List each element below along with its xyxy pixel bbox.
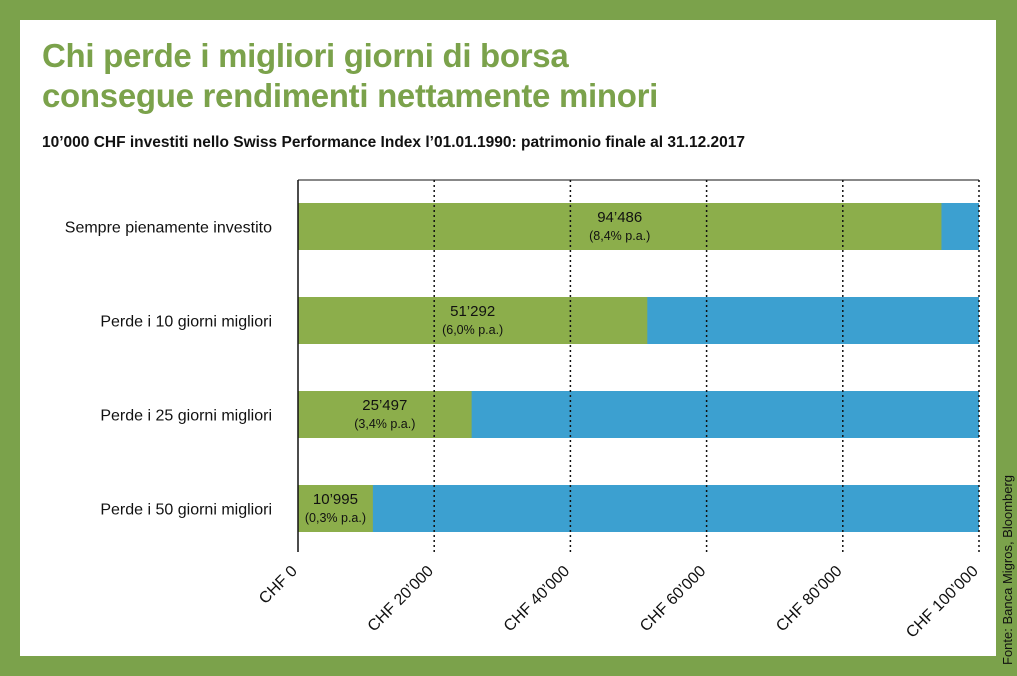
x-tick-label: CHF 20’000	[365, 563, 437, 635]
rate-label: (6,0% p.a.)	[442, 323, 503, 337]
data-label: 25’497	[362, 397, 407, 414]
chart-title-line-2: consegue rendimenti nettamente minori	[42, 77, 659, 114]
x-tick-label: CHF 0	[256, 563, 301, 608]
category-label: Perde i 25 giorni migliori	[100, 408, 272, 425]
chart-title: Chi perde i migliori giorni di borsa con…	[42, 36, 658, 116]
category-label: Perde i 10 giorni migliori	[100, 314, 272, 331]
data-label: 94’486	[597, 209, 642, 226]
rate-label: (0,3% p.a.)	[305, 511, 366, 525]
x-tick-label: CHF 60’000	[637, 563, 709, 635]
data-label: 51’292	[450, 303, 495, 320]
rate-label: (8,4% p.a.)	[589, 229, 650, 243]
x-tick-label: CHF 100’000	[903, 563, 982, 642]
bar	[298, 203, 942, 250]
bar	[298, 297, 648, 344]
bar-remainder	[298, 485, 979, 532]
rate-label: (3,4% p.a.)	[354, 417, 415, 431]
bar	[298, 391, 472, 438]
chart-subtitle: 10’000 CHF investiti nello Swiss Perform…	[42, 134, 745, 151]
x-tick-label: CHF 80’000	[773, 563, 845, 635]
source-note: Fonte: Banca Migros, Bloomberg	[1000, 474, 1015, 665]
x-tick-label: CHF 40’000	[501, 563, 573, 635]
category-label: Sempre pienamente investito	[65, 220, 272, 237]
category-label: Perde i 50 giorni migliori	[100, 502, 272, 519]
data-label: 10’995	[313, 491, 358, 508]
bar	[298, 485, 373, 532]
chart-title-line-1: Chi perde i migliori giorni di borsa	[42, 37, 569, 74]
